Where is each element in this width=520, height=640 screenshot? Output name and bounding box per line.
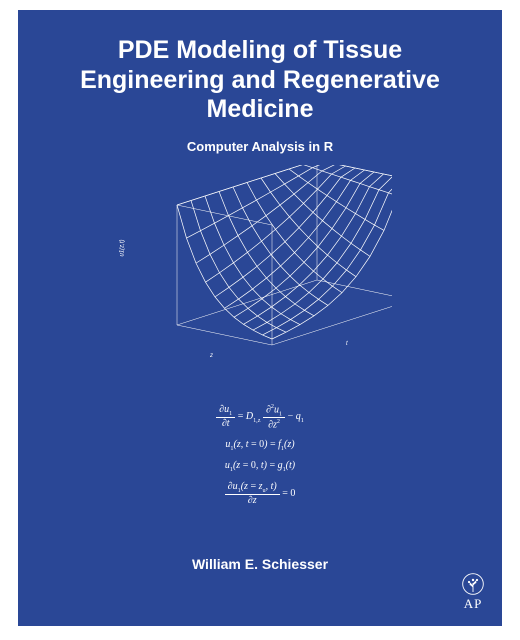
tree-icon xyxy=(462,573,484,595)
equations-block: ∂u1∂t = D1,z ∂2u1∂z2 − q1 u1(z, t = 0) =… xyxy=(18,395,502,514)
author-name: William E. Schiesser xyxy=(18,556,502,572)
axis-label-x: z xyxy=(210,353,213,359)
equation-3: u1(z = 0, t) = g1(t) xyxy=(18,460,502,473)
axis-label-z: u1(z,t) xyxy=(120,239,126,256)
book-cover: PDE Modeling of Tissue Engineering and R… xyxy=(18,10,502,626)
equation-2: u1(z, t = 0) = f1(z) xyxy=(18,439,502,452)
publisher-logo-text: AP xyxy=(462,596,484,612)
book-subtitle: Computer Analysis in R xyxy=(18,125,502,154)
book-title: PDE Modeling of Tissue Engineering and R… xyxy=(18,10,502,125)
axis-label-y: t xyxy=(346,341,348,347)
surface-plot: u1(z,t) z t xyxy=(132,165,392,360)
equation-1: ∂u1∂t = D1,z ∂2u1∂z2 − q1 xyxy=(18,403,502,431)
surface-plot-svg xyxy=(132,165,392,360)
page: PDE Modeling of Tissue Engineering and R… xyxy=(0,0,520,640)
publisher-logo: AP xyxy=(462,573,484,612)
equation-4: ∂u1(z = zu, t) ∂z = 0 xyxy=(18,481,502,506)
